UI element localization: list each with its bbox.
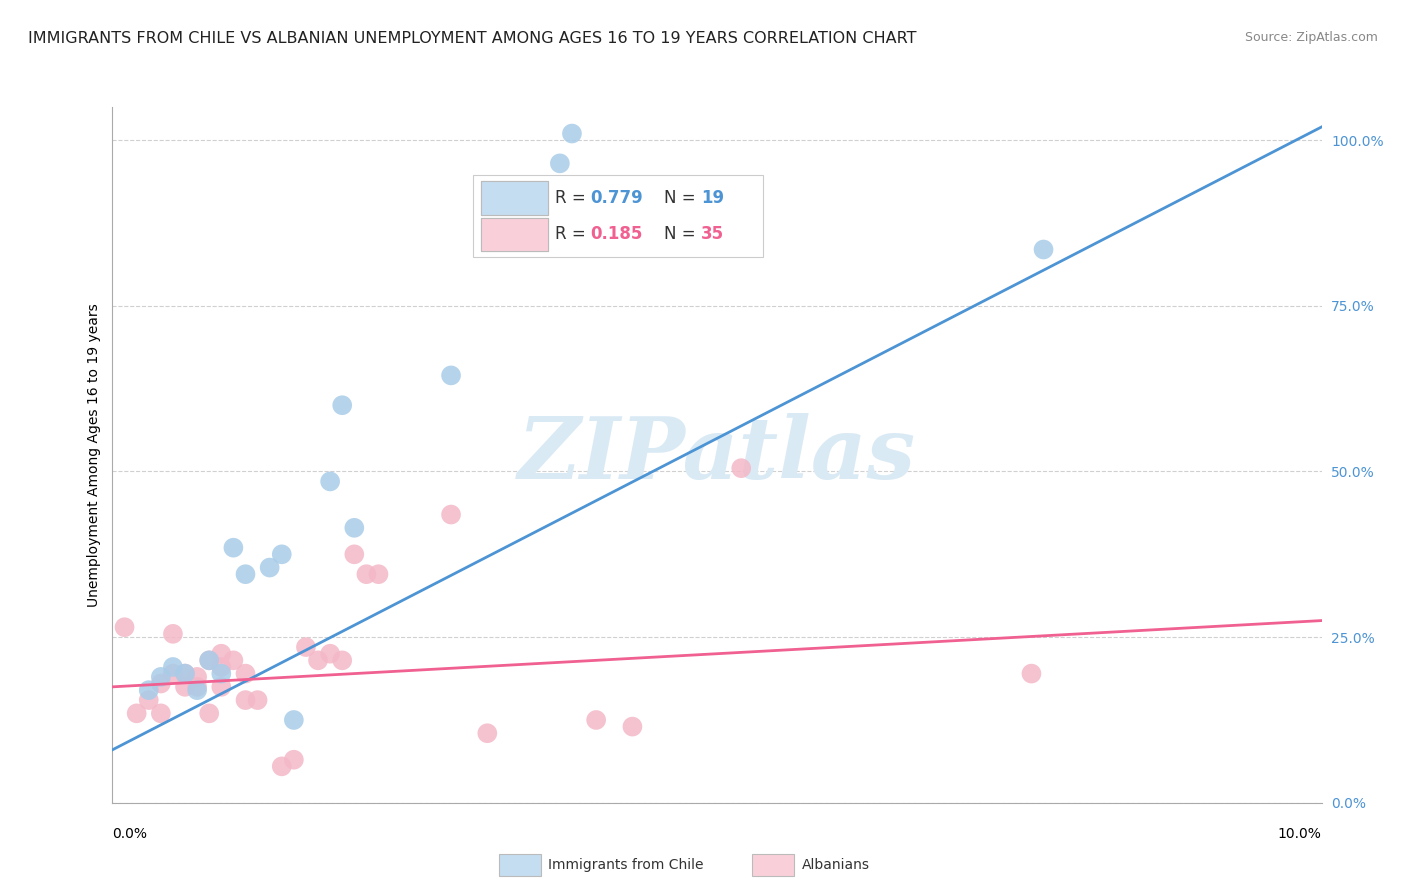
Point — [270, 547, 292, 561]
Point — [1021, 666, 1043, 681]
Point — [270, 759, 292, 773]
Text: 0.0%: 0.0% — [112, 827, 148, 841]
Point — [235, 567, 257, 582]
Point — [283, 753, 305, 767]
Point — [138, 683, 160, 698]
Point — [125, 706, 148, 721]
Text: 0.185: 0.185 — [591, 226, 643, 244]
Point — [162, 666, 184, 681]
Point — [440, 508, 463, 522]
Point — [440, 368, 463, 383]
Point — [561, 127, 583, 141]
Text: Albanians: Albanians — [801, 858, 869, 872]
Point — [209, 660, 232, 674]
Point — [343, 521, 366, 535]
Text: 19: 19 — [702, 189, 724, 207]
Point — [138, 693, 160, 707]
Point — [198, 653, 221, 667]
Point — [259, 560, 281, 574]
Text: Immigrants from Chile: Immigrants from Chile — [548, 858, 704, 872]
Point — [621, 720, 644, 734]
Point — [246, 693, 269, 707]
FancyBboxPatch shape — [481, 181, 548, 215]
Point — [149, 706, 172, 721]
Text: 10.0%: 10.0% — [1278, 827, 1322, 841]
Point — [477, 726, 499, 740]
Point — [295, 640, 318, 654]
Text: R =: R = — [555, 189, 591, 207]
Point — [186, 683, 208, 698]
FancyBboxPatch shape — [481, 218, 548, 251]
Point — [235, 666, 257, 681]
Point — [283, 713, 305, 727]
Text: R =: R = — [555, 226, 591, 244]
Point — [330, 653, 353, 667]
Point — [343, 547, 366, 561]
Point — [198, 706, 221, 721]
Point — [330, 398, 353, 412]
Point — [356, 567, 378, 582]
Point — [174, 680, 197, 694]
Point — [162, 627, 184, 641]
Text: ZIPatlas: ZIPatlas — [517, 413, 917, 497]
Point — [222, 653, 245, 667]
Text: 35: 35 — [702, 226, 724, 244]
Point — [548, 156, 571, 170]
Point — [162, 660, 184, 674]
Point — [186, 680, 208, 694]
Point — [209, 680, 232, 694]
Point — [730, 461, 752, 475]
Point — [307, 653, 329, 667]
Point — [149, 670, 172, 684]
Point — [235, 693, 257, 707]
Point — [114, 620, 136, 634]
Y-axis label: Unemployment Among Ages 16 to 19 years: Unemployment Among Ages 16 to 19 years — [87, 303, 101, 607]
Point — [174, 666, 197, 681]
Point — [174, 666, 197, 681]
Point — [186, 670, 208, 684]
Text: N =: N = — [664, 226, 700, 244]
Text: 0.779: 0.779 — [591, 189, 643, 207]
Point — [585, 713, 607, 727]
Point — [209, 666, 232, 681]
Point — [1032, 243, 1054, 257]
Text: Source: ZipAtlas.com: Source: ZipAtlas.com — [1244, 31, 1378, 45]
Point — [209, 647, 232, 661]
Point — [367, 567, 389, 582]
Text: IMMIGRANTS FROM CHILE VS ALBANIAN UNEMPLOYMENT AMONG AGES 16 TO 19 YEARS CORRELA: IMMIGRANTS FROM CHILE VS ALBANIAN UNEMPL… — [28, 31, 917, 46]
Point — [222, 541, 245, 555]
Point — [319, 475, 342, 489]
FancyBboxPatch shape — [472, 175, 763, 257]
Point — [149, 676, 172, 690]
Point — [319, 647, 342, 661]
Point — [198, 653, 221, 667]
Text: N =: N = — [664, 189, 700, 207]
